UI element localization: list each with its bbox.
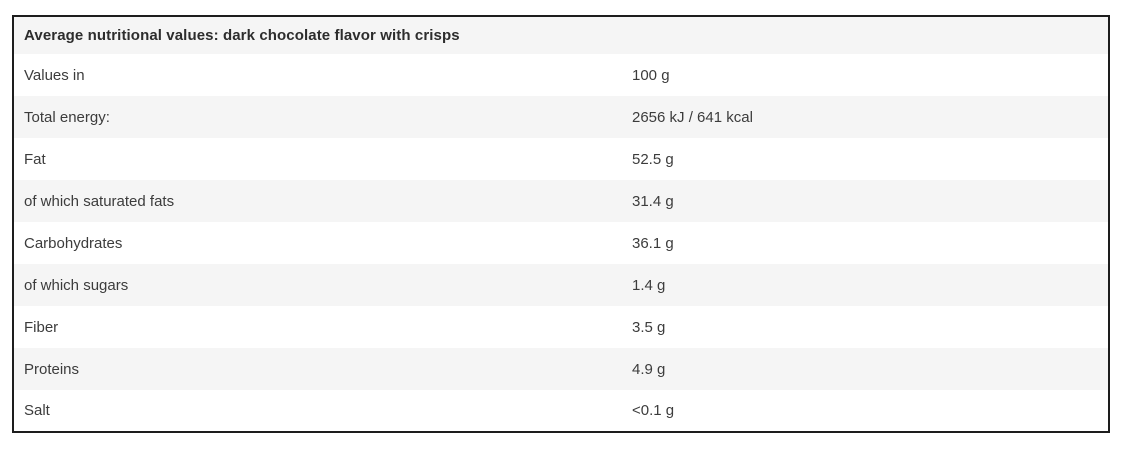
nutrient-value: 1.4 g: [632, 276, 666, 294]
table-row-proteins: Proteins 4.9 g: [13, 348, 1109, 390]
nutrient-value: 36.1 g: [632, 234, 674, 252]
nutrient-label: of which sugars: [24, 276, 129, 294]
table-row-fiber: Fiber 3.5 g: [13, 306, 1109, 348]
nutrient-label: Carbohydrates: [24, 234, 123, 252]
nutrient-label: Fiber: [24, 318, 59, 336]
nutrient-value: 52.5 g: [632, 150, 674, 168]
table-row-total-energy: Total energy: 2656 kJ / 641 kcal: [13, 96, 1109, 138]
nutrient-value: 2656 kJ / 641 kcal: [632, 108, 753, 126]
nutrient-value: <0.1 g: [632, 402, 675, 419]
nutrient-value: 3.5 g: [632, 318, 666, 336]
table-row-salt: Salt <0.1 g: [13, 390, 1109, 432]
nutrient-label: Salt: [24, 402, 50, 419]
nutrient-label: Proteins: [24, 360, 80, 378]
nutrient-label: Total energy:: [24, 108, 110, 126]
table-title: Average nutritional values: dark chocola…: [13, 16, 1109, 54]
table-row-sugars: of which sugars 1.4 g: [13, 264, 1109, 306]
nutrient-value: 4.9 g: [632, 360, 666, 378]
table-row-fat: Fat 52.5 g: [13, 138, 1109, 180]
table-row-saturated-fats: of which saturated fats 31.4 g: [13, 180, 1109, 222]
nutrient-value: 100 g: [632, 66, 670, 84]
nutrient-label: Fat: [24, 150, 46, 168]
table-row-values-in: Values in 100 g: [13, 54, 1109, 96]
table-row-carbohydrates: Carbohydrates 36.1 g: [13, 222, 1109, 264]
table-header-row: Average nutritional values: dark chocola…: [13, 16, 1109, 54]
nutrient-value: 31.4 g: [632, 192, 674, 210]
nutrition-facts-table: Average nutritional values: dark chocola…: [12, 15, 1110, 433]
nutrition-table-container: Average nutritional values: dark chocola…: [12, 15, 1110, 433]
nutrient-label: Values in: [24, 66, 85, 84]
nutrient-label: of which saturated fats: [24, 192, 175, 210]
